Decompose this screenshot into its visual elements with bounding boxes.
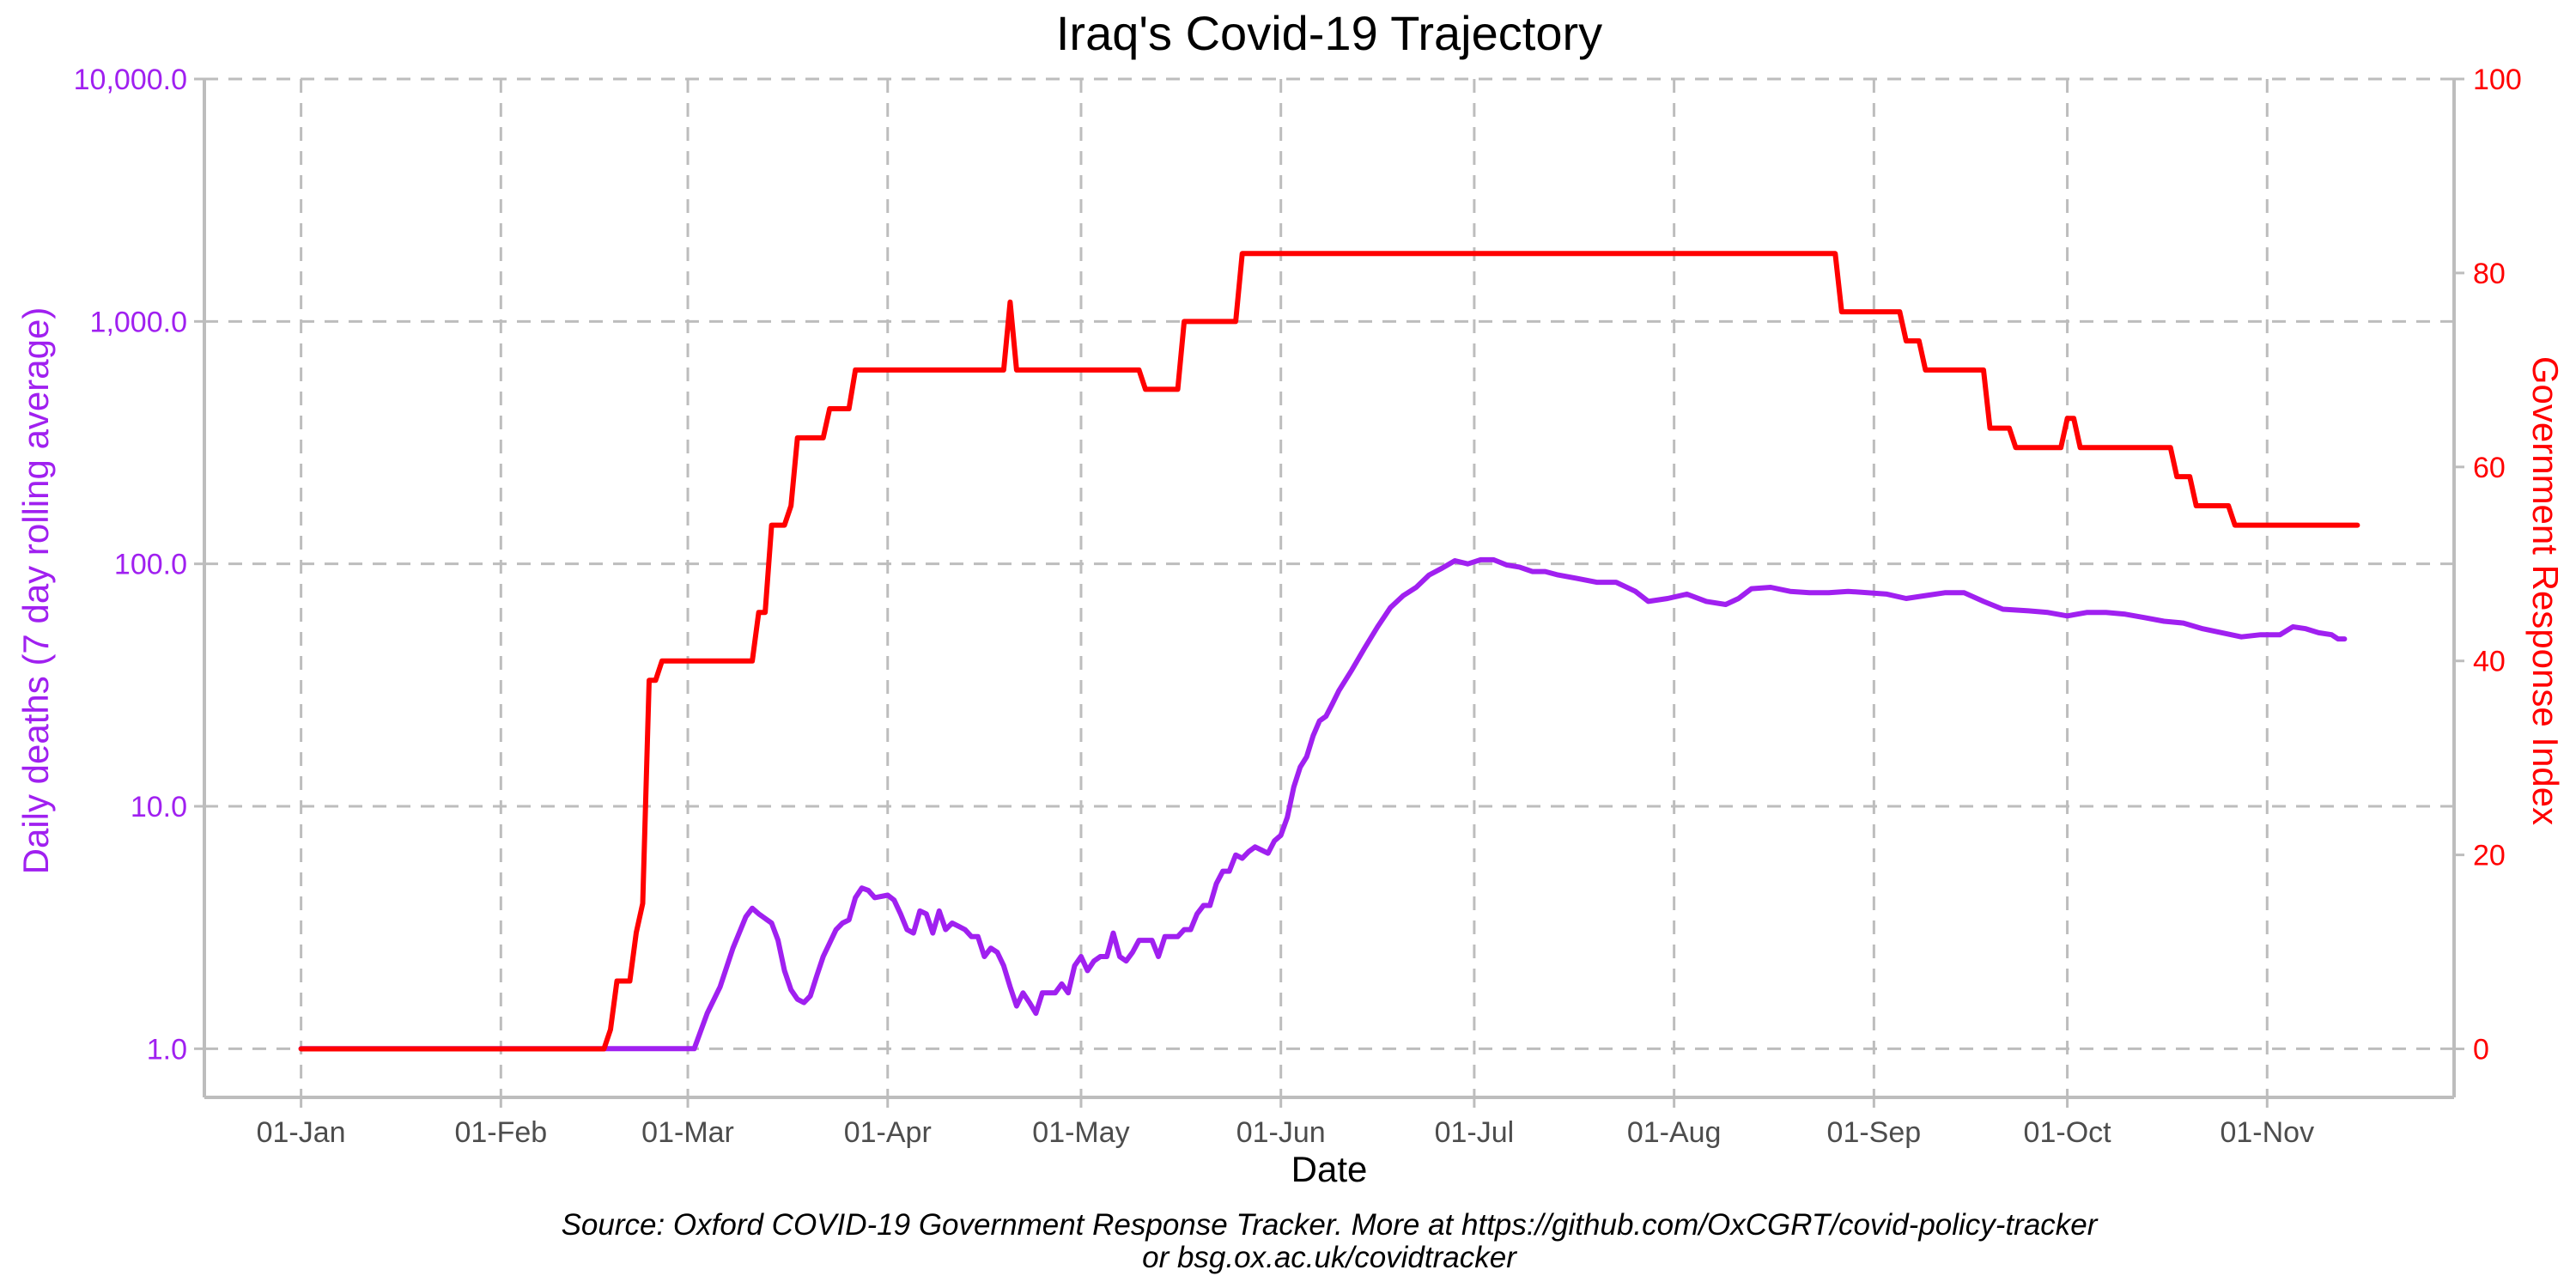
x-tick-label: 01-Nov	[2220, 1116, 2314, 1149]
y-left-tick-label: 100.0	[114, 549, 187, 581]
x-tick-label: 01-Aug	[1627, 1116, 1722, 1149]
y-right-tick-label: 60	[2473, 452, 2506, 484]
x-tick-label: 01-Jan	[257, 1116, 346, 1149]
y-right-tick-label: 80	[2473, 258, 2506, 290]
x-tick-label: 01-May	[1032, 1116, 1129, 1149]
y-right-tick-label: 100	[2473, 64, 2522, 96]
x-tick-label: 01-Oct	[2024, 1116, 2112, 1149]
y-left-tick-label: 10,000.0	[74, 64, 187, 96]
caption-line-1: Source: Oxford COVID-19 Government Respo…	[562, 1208, 2099, 1242]
y-right-tick-label: 0	[2473, 1034, 2489, 1066]
caption-line-2: or bsg.ox.ac.uk/covidtracker	[1142, 1241, 1517, 1274]
x-tick-label: 01-Jul	[1435, 1116, 1515, 1149]
ticks: 01-Jan 01-Feb 01-Mar 01-Apr 01-May 01-Jun 01-J…	[74, 64, 2522, 1149]
y-left-tick-label: 10.0	[131, 791, 187, 823]
axes	[203, 79, 2456, 1099]
left-axis-title: Daily deaths (7 day rolling average)	[15, 307, 56, 875]
chart-title: Iraq's Covid-19 Trajectory	[1056, 6, 1602, 60]
response-index-line	[298, 251, 2360, 1052]
x-axis-title: Date	[1291, 1149, 1368, 1189]
y-left-tick-label: 1.0	[147, 1033, 187, 1066]
y-left-tick-label: 1,000.0	[90, 306, 187, 338]
x-tick-label: 01-Sep	[1827, 1116, 1922, 1149]
deaths-line	[298, 556, 2348, 1052]
x-tick-label: 01-Apr	[844, 1116, 932, 1149]
right-axis-title: Government Response Index	[2525, 356, 2566, 825]
x-tick-label: 01-Mar	[641, 1116, 734, 1149]
y-right-tick-label: 40	[2473, 646, 2506, 678]
y-right-tick-label: 20	[2473, 840, 2506, 872]
grid	[204, 77, 2454, 1097]
series	[298, 251, 2360, 1052]
x-tick-label: 01-Jun	[1236, 1116, 1326, 1149]
x-tick-label: 01-Feb	[454, 1116, 547, 1149]
